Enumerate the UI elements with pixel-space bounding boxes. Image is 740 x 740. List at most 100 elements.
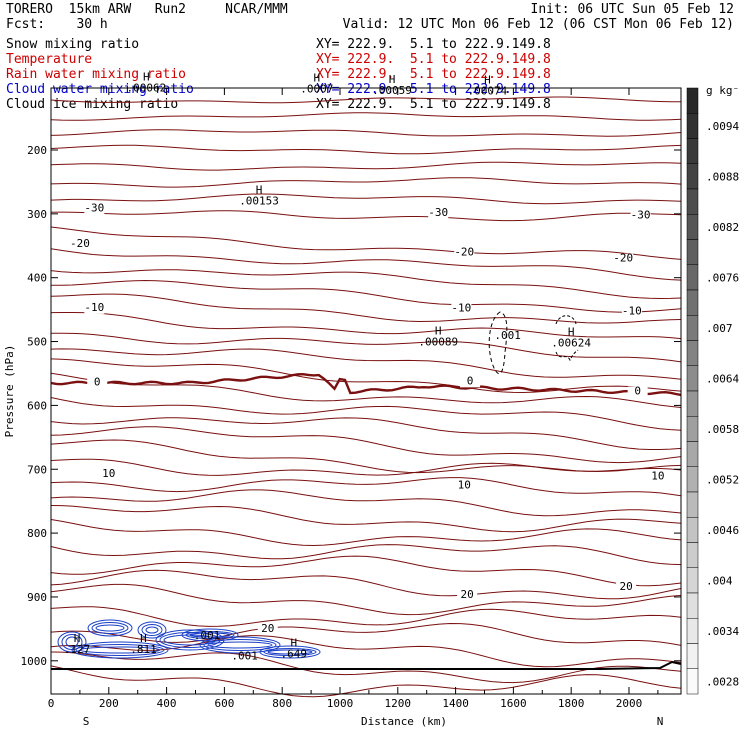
snow-contour [555, 315, 579, 362]
y-tick-label: 600 [27, 399, 47, 412]
cloud-water-contour [95, 624, 125, 632]
temperature-label: 20 [619, 580, 632, 593]
x-tick-label: 800 [272, 697, 292, 710]
colorbar-swatch [686, 239, 699, 265]
temperature-contour [50, 177, 682, 188]
temperature-label-bg [457, 590, 478, 602]
colorbar-swatch [686, 214, 699, 240]
temperature-contour [50, 193, 682, 205]
colorbar-tick-label: .0076 [706, 271, 739, 284]
colorbar-swatch [686, 416, 699, 442]
cloud-water-contour [185, 631, 235, 639]
temperature-label-bg [98, 468, 119, 480]
x-tick-label: 0 [48, 697, 55, 710]
temperature-label-bg [69, 239, 90, 251]
high-marker: H [484, 73, 491, 86]
y-tick-label: 400 [27, 272, 47, 285]
temperature-contour [50, 569, 682, 600]
y-tick-label: 500 [27, 336, 47, 349]
plot-area: -30 -30 -30 -20 -20 -20 -10 -10 -10 0 0 0 10 10 10 20 20… [50, 70, 682, 698]
temperature-contour [50, 312, 682, 340]
temperature-label-bg [621, 306, 642, 318]
temperature-contour [50, 226, 682, 260]
temperature-contour [50, 555, 682, 587]
temperature-contour [50, 439, 682, 474]
init-time: Init: 06 UTC Sun 05 Feb 12 [530, 2, 735, 17]
high-marker: H [568, 326, 575, 339]
temperature-label-bg [647, 471, 668, 483]
colorbar-swatch [686, 668, 699, 695]
cloud-water-contour [137, 621, 167, 639]
cloud-water-contour [203, 639, 277, 651]
temperature-contour [50, 505, 682, 533]
temperature-contour [50, 426, 682, 464]
field-legend-coords: XY= 222.9. 5.1 to 222.9.149.8 [316, 97, 551, 112]
extremum-value: .001 [231, 650, 258, 663]
colorbar-swatch [686, 188, 699, 215]
high-marker: H [143, 70, 150, 83]
valid-time: Valid: 12 UTC Mon 06 Feb 12 (06 CST Mon … [342, 17, 734, 32]
temperature-label-bg [454, 480, 475, 492]
cloud-water-contour [79, 646, 161, 654]
cloud-water-contour [71, 641, 169, 659]
x-tick-label: 2000 [616, 697, 643, 710]
y-tick-label: 900 [27, 591, 47, 604]
extremum-value: .127 [64, 643, 91, 656]
temperature-contour [50, 144, 682, 155]
cloud-water-contour [263, 648, 317, 656]
field-legend-coords: XY= 222.9. 5.1 to 222.9.149.8 [316, 67, 551, 82]
cloud-water-contour [267, 649, 313, 655]
temperature-contour [50, 665, 682, 698]
extremum-value: .00624 [551, 337, 591, 350]
colorbar: .0094 .0088 .0082 .0076 .007 .0064 .0058 .0052.… [686, 84, 740, 695]
temperature-contour [50, 129, 682, 137]
temperature-contour [50, 606, 682, 627]
field-legend-coords: XY= 222.9. 5.1 to 222.9.149.8 [316, 82, 551, 97]
surface-line [51, 660, 682, 670]
colorbar-swatch [686, 491, 699, 518]
colorbar-swatch [686, 643, 699, 669]
temperature-contour [50, 583, 682, 616]
x-tick-label: 200 [99, 697, 119, 710]
colorbar-swatch [686, 567, 699, 594]
extremum-value: .00153 [239, 194, 279, 207]
colorbar-swatch [686, 113, 699, 139]
temperature-label-bg [627, 386, 648, 398]
colorbar-tick-label: .0064 [706, 372, 739, 385]
temperature-contour [50, 293, 682, 324]
temperature-contour [50, 348, 682, 380]
x-tick-label: 1400 [442, 697, 469, 710]
colorbar-tick-label: .0046 [706, 524, 739, 537]
cloud-water-contour [189, 632, 231, 638]
temperature-contour [51, 332, 682, 363]
temperature-contour [50, 544, 682, 566]
high-marker: H [314, 72, 321, 85]
temperature-label-bg [84, 203, 105, 215]
temperature-label: 20 [261, 622, 274, 635]
colorbar-tick-label: .0058 [706, 423, 739, 436]
cloud-water-contour [141, 624, 163, 636]
x-tick-label: 1800 [558, 697, 585, 710]
temperature-contour [50, 397, 682, 431]
y-tick-label: 1000 [21, 655, 48, 668]
temperature-label-bg [451, 303, 472, 315]
temperature-label: 10 [651, 469, 664, 482]
temperature-contour [50, 358, 682, 394]
temperature-contour [50, 651, 682, 684]
temperature-label: -20 [613, 252, 633, 265]
temperature-label: 0 [467, 374, 474, 387]
temperature-contour [50, 635, 682, 668]
colorbar-swatch [686, 340, 699, 366]
temperature-label: -10 [451, 302, 471, 315]
cloud-water-contour [91, 622, 129, 634]
colorbar-swatch [686, 592, 699, 619]
temperature-label-bg [630, 210, 651, 222]
colorbar-tick-label: .0052 [706, 473, 739, 486]
colorbar-swatch [686, 618, 699, 644]
temperature-label: -20 [454, 245, 474, 258]
y-tick-label: 800 [27, 527, 47, 540]
colorbar-swatch [686, 87, 699, 114]
colorbar-swatch [686, 365, 699, 392]
colorbar-swatch [686, 441, 699, 467]
x-tick-label: 1200 [385, 697, 412, 710]
